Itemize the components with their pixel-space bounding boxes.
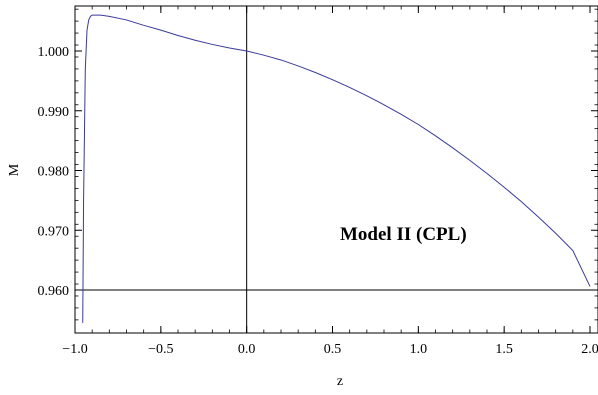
x-tick-label: −0.5	[148, 342, 173, 357]
x-tick-label: 0.5	[324, 342, 342, 357]
annotation: Model II (CPL)	[340, 224, 467, 245]
plot-frame	[74, 5, 598, 334]
x-tick-label: 1.0	[410, 342, 428, 357]
plot-area	[74, 5, 598, 334]
tick-labels: −1.0 −0.5 0.0 0.5 1.0 1.5 2.0 0.960 0.970 0.980 0.…	[38, 45, 598, 357]
x-axis-title: z	[337, 374, 343, 389]
x-tick-label: 2.0	[581, 342, 598, 357]
y-tick-label: 1.000	[38, 45, 70, 60]
x-tick-label: 1.5	[495, 342, 513, 357]
x-tick-label: 0.0	[238, 342, 256, 357]
y-axis-title: M	[7, 163, 22, 176]
series-line-0	[82, 14, 591, 323]
ticks	[74, 6, 598, 333]
y-tick-label: 0.980	[38, 165, 70, 180]
x-tick-label: −1.0	[62, 342, 87, 357]
y-tick-label: 0.960	[38, 284, 70, 299]
y-tick-label: 0.990	[38, 105, 70, 120]
y-tick-label: 0.970	[38, 224, 70, 239]
